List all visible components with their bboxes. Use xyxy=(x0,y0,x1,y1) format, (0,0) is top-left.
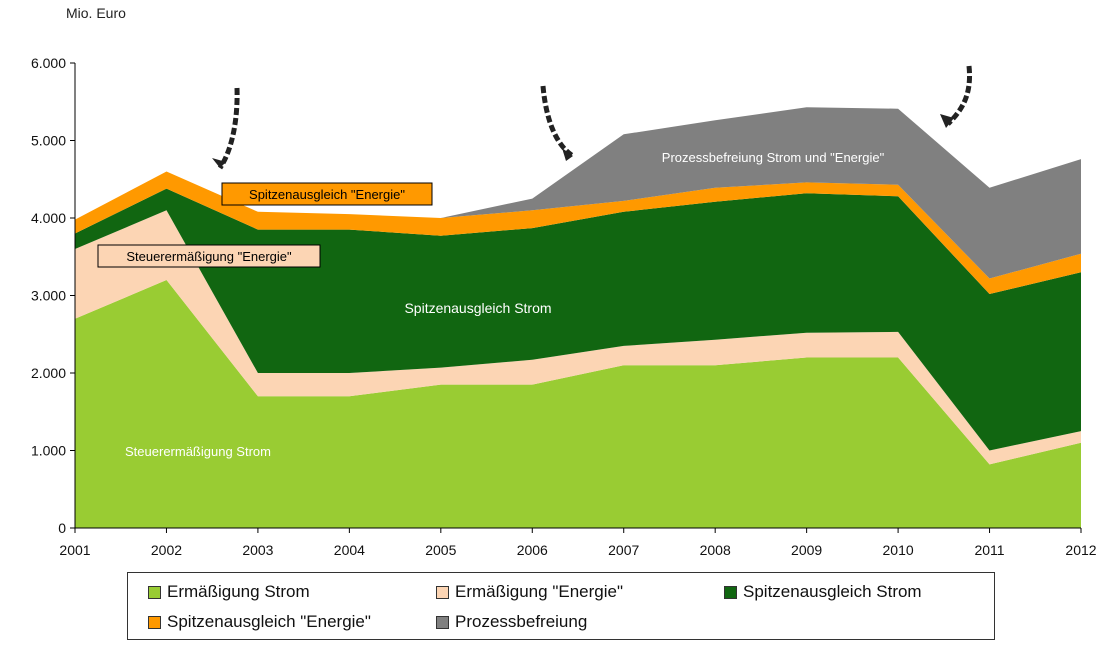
area-series-1 xyxy=(75,210,1081,465)
arrow-head-icon xyxy=(212,158,226,168)
arrow-head-icon xyxy=(940,114,954,128)
area-series-4 xyxy=(75,107,1081,279)
y-tick-label: 4.000 xyxy=(31,210,66,226)
y-axis-unit-label: Mio. Euro xyxy=(66,5,126,21)
y-tick-label: 0 xyxy=(58,520,66,536)
x-tick-label: 2011 xyxy=(974,542,1004,558)
x-tick-label: 2005 xyxy=(425,542,456,558)
area-series-2 xyxy=(75,188,1081,451)
annotation-box xyxy=(97,244,321,268)
legend-swatch xyxy=(148,585,161,599)
legend-swatch xyxy=(436,615,449,629)
area-series-0 xyxy=(75,280,1081,528)
legend-label: Prozessbefreiung xyxy=(455,612,588,631)
y-tick-label: 3.000 xyxy=(31,288,66,304)
annotation-label: Steuerermäßigung Strom xyxy=(125,444,271,459)
legend-item-spitzenausgleich-energie: Spitzenausgleich "Energie" xyxy=(148,612,371,632)
annotation-label: Prozessbefreiung Strom und "Energie" xyxy=(662,150,885,165)
x-tick-label: 2010 xyxy=(883,542,914,558)
legend-swatch xyxy=(436,585,449,599)
y-tick-label: 1.000 xyxy=(31,443,66,459)
y-tick-label: 2.000 xyxy=(31,365,66,381)
x-tick-label: 2002 xyxy=(151,542,182,558)
legend-item-ermaessigung-energie: Ermäßigung "Energie" xyxy=(436,582,623,602)
annotation-label: Steuerermäßigung "Energie" xyxy=(126,249,292,264)
legend-item-prozessbefreiung: Prozessbefreiung xyxy=(436,612,587,632)
x-tick-label: 2001 xyxy=(59,542,90,558)
annotation-arrow-2 xyxy=(946,65,973,126)
annotation-arrow-1 xyxy=(540,85,575,159)
arrow-head-icon xyxy=(562,148,573,161)
x-tick-label: 2003 xyxy=(242,542,273,558)
legend-label: Ermäßigung Strom xyxy=(167,582,310,601)
legend-label: Spitzenausgleich Strom xyxy=(743,582,922,601)
chart-legend: Ermäßigung Strom Ermäßigung "Energie" Sp… xyxy=(127,572,995,640)
legend-swatch xyxy=(148,615,161,629)
legend-label: Ermäßigung "Energie" xyxy=(455,582,623,601)
area-series-3 xyxy=(75,171,1081,294)
x-tick-label: 2004 xyxy=(334,542,365,558)
annotation-arrow-0 xyxy=(217,87,240,170)
annotation-label: Spitzenausgleich Strom xyxy=(404,300,551,316)
legend-item-spitzenausgleich-strom: Spitzenausgleich Strom xyxy=(724,582,922,602)
y-tick-label: 5.000 xyxy=(31,133,66,149)
x-tick-label: 2006 xyxy=(517,542,548,558)
x-tick-label: 2007 xyxy=(608,542,639,558)
annotation-label: Spitzenausgleich "Energie" xyxy=(249,187,405,202)
annotation-box xyxy=(221,182,433,206)
x-tick-label: 2009 xyxy=(791,542,822,558)
x-tick-label: 2012 xyxy=(1065,542,1096,558)
legend-swatch xyxy=(724,585,737,599)
legend-item-ermaessigung-strom: Ermäßigung Strom xyxy=(148,582,310,602)
x-tick-label: 2008 xyxy=(700,542,731,558)
legend-label: Spitzenausgleich "Energie" xyxy=(167,612,371,631)
y-tick-label: 6.000 xyxy=(31,55,66,71)
